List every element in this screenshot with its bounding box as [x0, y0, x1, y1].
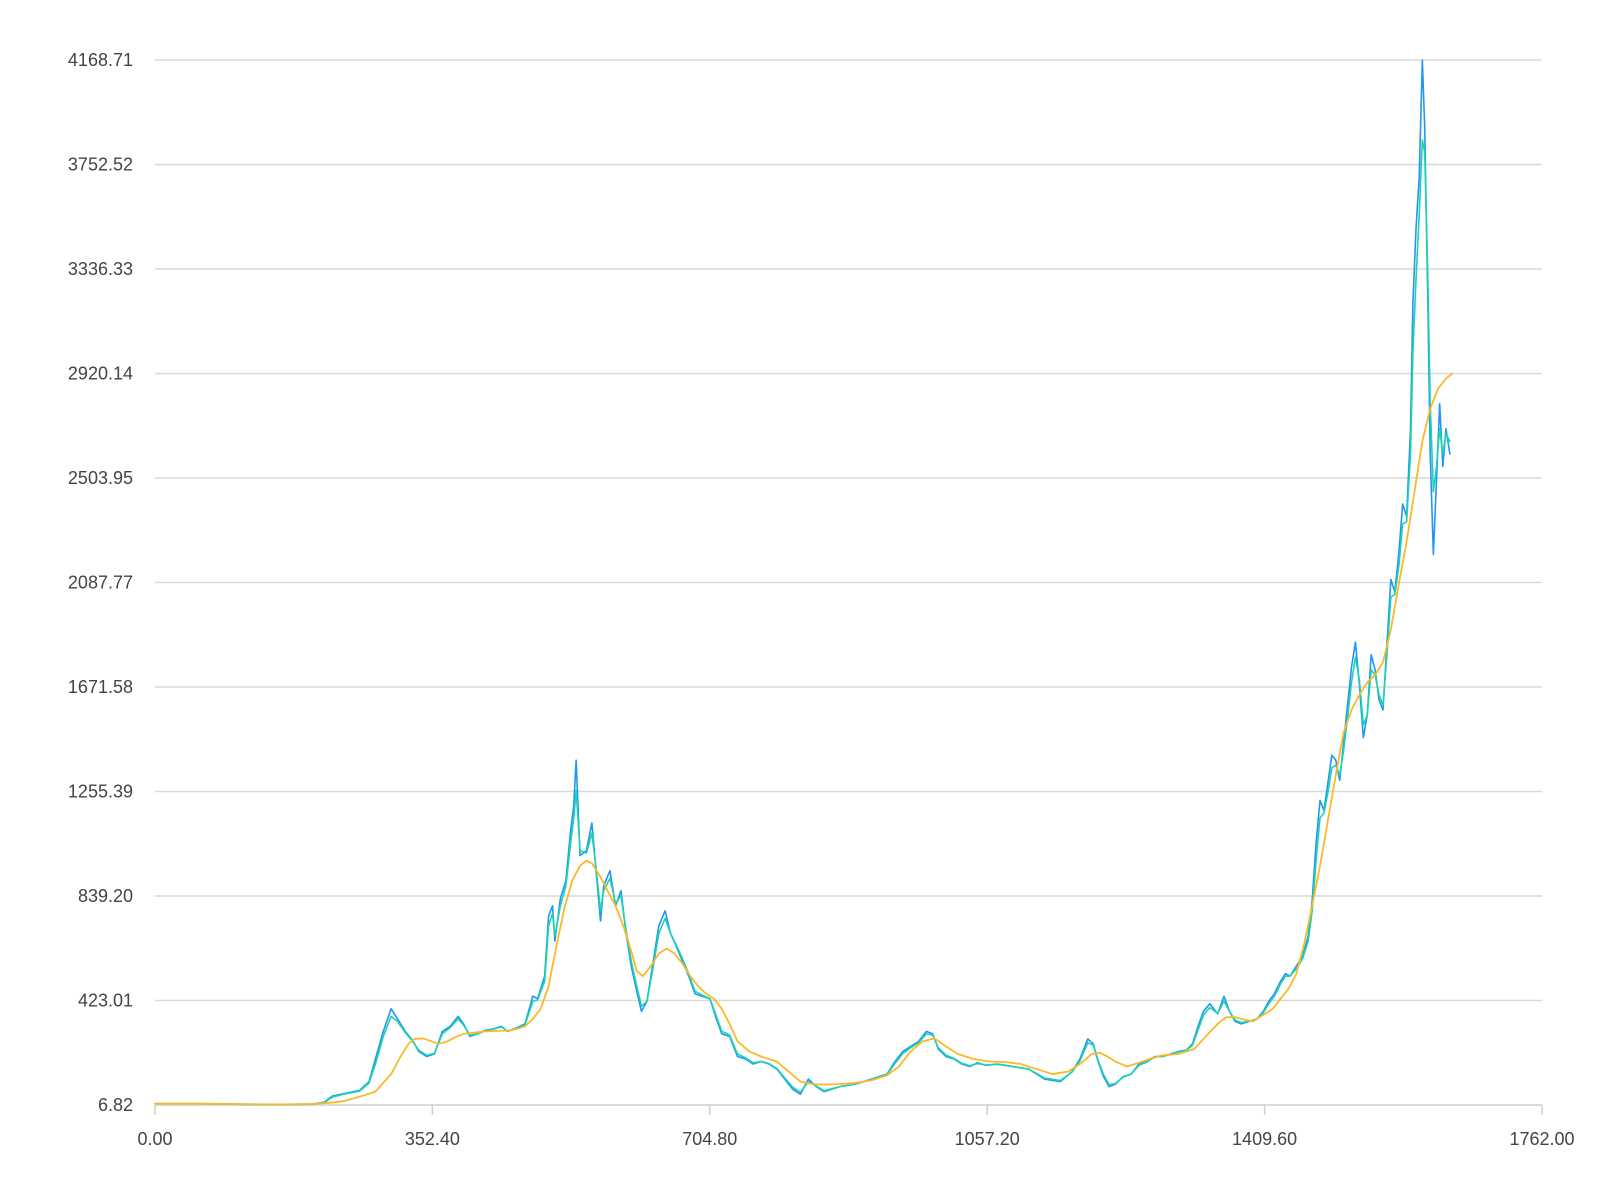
y-tick-label: 2087.77 — [68, 572, 133, 592]
x-tick-label: 704.80 — [682, 1129, 737, 1149]
x-tick-label: 0.00 — [137, 1129, 172, 1149]
y-axis-tick-labels: 6.82 423.01 839.20 1255.39 1671.58 2087.77 250… — [68, 50, 133, 1115]
y-tick-label: 6.82 — [98, 1095, 133, 1115]
y-tick-label: 423.01 — [78, 990, 133, 1010]
grid-lines — [155, 59, 1542, 1002]
y-tick-label: 1671.58 — [68, 677, 133, 697]
y-tick-label: 2503.95 — [68, 468, 133, 488]
x-tick-label: 352.40 — [405, 1129, 460, 1149]
series-line-2 — [154, 139, 1451, 1106]
y-tick-label: 3752.52 — [68, 155, 133, 175]
y-tick-label: 839.20 — [78, 886, 133, 906]
x-tick-label: 1057.20 — [955, 1129, 1020, 1149]
y-tick-label: 3336.33 — [68, 259, 133, 279]
series-line-3 — [154, 372, 1454, 1106]
x-axis — [154, 1104, 1543, 1115]
y-tick-label: 4168.71 — [68, 50, 133, 70]
y-tick-label: 1255.39 — [68, 781, 133, 801]
x-tick-label: 1762.00 — [1509, 1129, 1574, 1149]
x-tick-label: 1409.60 — [1232, 1129, 1297, 1149]
y-tick-label: 2920.14 — [68, 364, 133, 384]
x-axis-tick-labels: 0.00 352.40 704.80 1057.20 1409.60 1762.00 — [137, 1129, 1574, 1149]
series-group — [154, 59, 1454, 1106]
